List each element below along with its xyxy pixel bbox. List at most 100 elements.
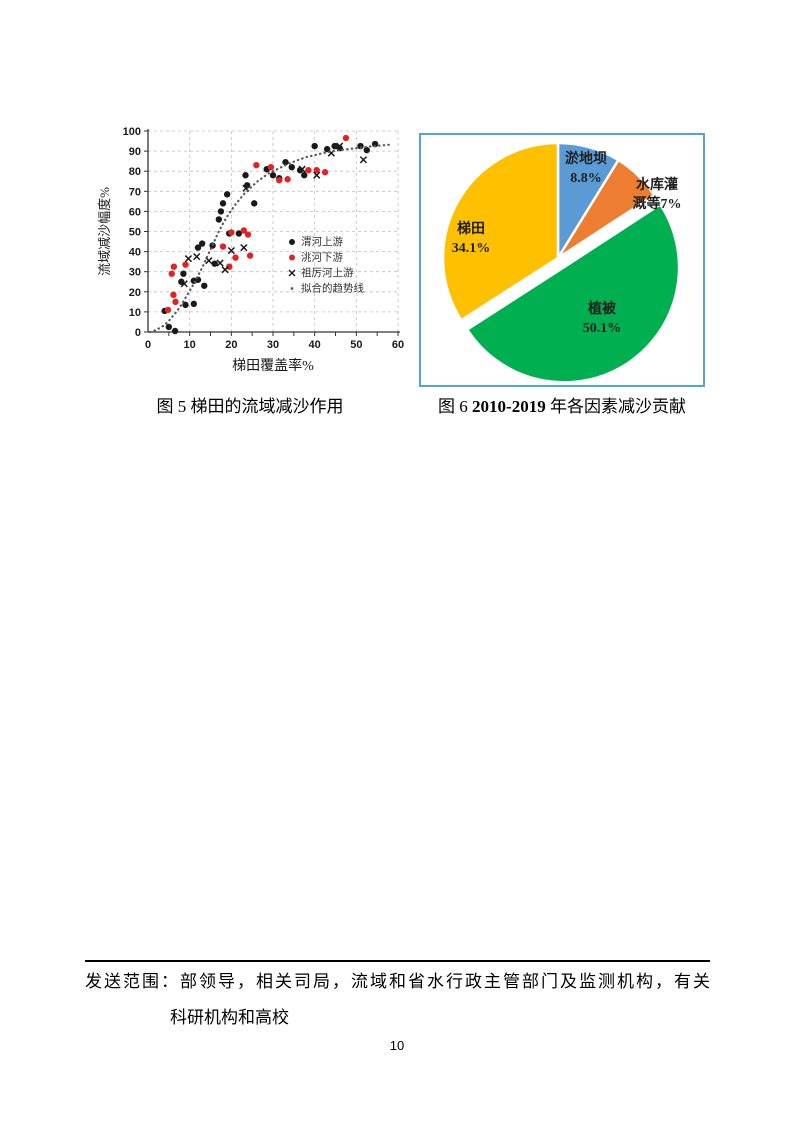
scatter-point bbox=[164, 306, 172, 314]
pie-slice-label: 溉等7% bbox=[633, 195, 682, 212]
distribution-scope-note: 发送范围：部领导，相关司局，流域和省水行政主管部门及监测机构，有关 科研机构和高… bbox=[85, 960, 710, 1030]
x-axis-title: 梯田覆盖率% bbox=[232, 357, 314, 374]
scatter-point bbox=[244, 231, 252, 238]
scatter-point bbox=[168, 270, 175, 277]
legend-label: 祖厉河上游 bbox=[301, 266, 354, 279]
pie-slice-label: 梯田 bbox=[457, 220, 485, 237]
y-tick-label: 100 bbox=[123, 126, 141, 138]
scatter-point bbox=[240, 227, 248, 234]
scatter-x-marker bbox=[313, 171, 321, 179]
pie-slice-label: 8.8% bbox=[570, 171, 602, 186]
x-tick-label: 20 bbox=[225, 339, 237, 351]
scatter-point bbox=[219, 200, 227, 207]
y-tick-label: 60 bbox=[129, 206, 141, 218]
legend-marker bbox=[290, 287, 294, 290]
scatter-point bbox=[165, 323, 173, 331]
scatter-point bbox=[198, 240, 206, 247]
x-tick-label: 60 bbox=[392, 339, 404, 351]
scatter-point bbox=[251, 200, 258, 207]
scatter-point bbox=[363, 146, 370, 154]
y-axis-title: 流域减沙幅度% bbox=[97, 187, 112, 276]
legend-label: 洮河下游 bbox=[301, 251, 343, 264]
legend-marker bbox=[289, 239, 295, 245]
x-tick-label: 50 bbox=[350, 339, 362, 351]
scatter-x-marker bbox=[298, 165, 306, 173]
scatter-point bbox=[331, 142, 338, 150]
distribution-scope-line2: 科研机构和高校 bbox=[170, 1008, 289, 1027]
figure6-caption-suffix: 年各因素减沙贡献 bbox=[549, 397, 686, 416]
scatter-point bbox=[170, 263, 178, 270]
scatter-plot-svg: 0 10 20 30 40 50 60 0 10 20 30 40 50 60 70 80 90 100 梯田覆盖率… bbox=[97, 126, 404, 374]
scatter-point bbox=[226, 263, 233, 270]
legend-marker bbox=[289, 254, 295, 261]
scatter-point bbox=[171, 327, 179, 335]
pie-slice-label: 植被 bbox=[587, 300, 617, 317]
scatter-point bbox=[235, 230, 243, 237]
legend-label: 拟合的趋势线 bbox=[301, 282, 364, 295]
scatter-point bbox=[211, 260, 218, 267]
scatter-x-marker bbox=[336, 142, 344, 150]
scatter-point bbox=[342, 134, 350, 142]
scatter-point bbox=[219, 243, 227, 250]
scatter-point bbox=[243, 182, 251, 189]
y-tick-label: 20 bbox=[129, 287, 141, 299]
scatter-point bbox=[269, 172, 277, 179]
scatter-point bbox=[170, 291, 177, 299]
y-tick-label: 50 bbox=[129, 227, 141, 239]
scatter-x-marker bbox=[242, 184, 250, 192]
pie-slice-label: 50.1% bbox=[583, 321, 622, 336]
scatter-point bbox=[288, 163, 295, 171]
y-tick-label: 90 bbox=[129, 146, 141, 158]
scatter-point bbox=[172, 298, 179, 306]
scatter-point bbox=[284, 176, 291, 183]
scatter-point bbox=[190, 300, 198, 308]
pie-slice-植被 bbox=[466, 203, 681, 384]
figure6-pie-chart: 淤地坝 8.8% 水库灌 溉等7% 植被 50.1% 梯田 34.1% bbox=[419, 133, 705, 387]
scatter-point bbox=[282, 158, 289, 166]
figure5-caption-text: 图 5 梯田的流域减沙作用 bbox=[156, 397, 344, 416]
figure5-scatter-chart: 0 10 20 30 40 50 60 0 10 20 30 40 50 60 70 80 90 100 梯田覆盖率… bbox=[95, 122, 405, 382]
pie-slice-水库灌溉等 bbox=[556, 158, 656, 260]
pie-slice-label: 水库灌 bbox=[636, 176, 678, 193]
scatter-point bbox=[194, 244, 202, 251]
scatter-point bbox=[321, 169, 329, 176]
scatter-point bbox=[223, 191, 231, 198]
x-tick-label: 30 bbox=[267, 339, 279, 351]
pie-slice-label: 34.1% bbox=[452, 241, 491, 256]
pie-slice-梯田 bbox=[441, 141, 560, 322]
y-tick-label: 10 bbox=[129, 307, 141, 319]
x-tick-label: 40 bbox=[309, 339, 321, 351]
figure6-caption-years: 2010-2019 bbox=[472, 397, 546, 416]
scatter-x-marker bbox=[216, 259, 224, 267]
scatter-x-marker bbox=[193, 252, 201, 261]
figure5-caption: 图 5 梯田的流域减沙作用 bbox=[95, 395, 405, 419]
scatter-x-marker bbox=[227, 246, 235, 255]
scatter-point bbox=[180, 270, 187, 277]
scatter-point bbox=[232, 254, 239, 261]
scatter-point bbox=[267, 163, 275, 171]
trend-line bbox=[148, 143, 391, 334]
scatter-x-marker bbox=[221, 266, 229, 274]
scatter-x-marker bbox=[205, 257, 213, 265]
scatter-x-marker bbox=[359, 156, 368, 164]
scatter-point bbox=[246, 252, 254, 259]
x-tick-label: 10 bbox=[184, 339, 196, 351]
page-number: 10 bbox=[389, 1038, 405, 1053]
legend-marker bbox=[288, 269, 296, 277]
scatter-point bbox=[301, 172, 308, 179]
scatter-point bbox=[217, 208, 225, 215]
y-tick-label: 80 bbox=[129, 166, 141, 178]
x-tick-label: 0 bbox=[145, 339, 151, 351]
scatter-point bbox=[182, 261, 189, 268]
figure6-caption: 图 6 2010-2019 年各因素减沙贡献 bbox=[419, 395, 705, 419]
scatter-point bbox=[305, 166, 312, 174]
distribution-scope-line1: 发送范围：部领导，相关司局，流域和省水行政主管部门及监测机构，有关 bbox=[85, 972, 710, 991]
y-tick-label: 30 bbox=[129, 267, 141, 279]
scatter-x-marker bbox=[184, 255, 193, 263]
scatter-point bbox=[371, 140, 379, 148]
y-tick-label: 40 bbox=[129, 247, 141, 259]
scatter-point bbox=[242, 172, 249, 179]
scatter-point bbox=[182, 301, 189, 309]
